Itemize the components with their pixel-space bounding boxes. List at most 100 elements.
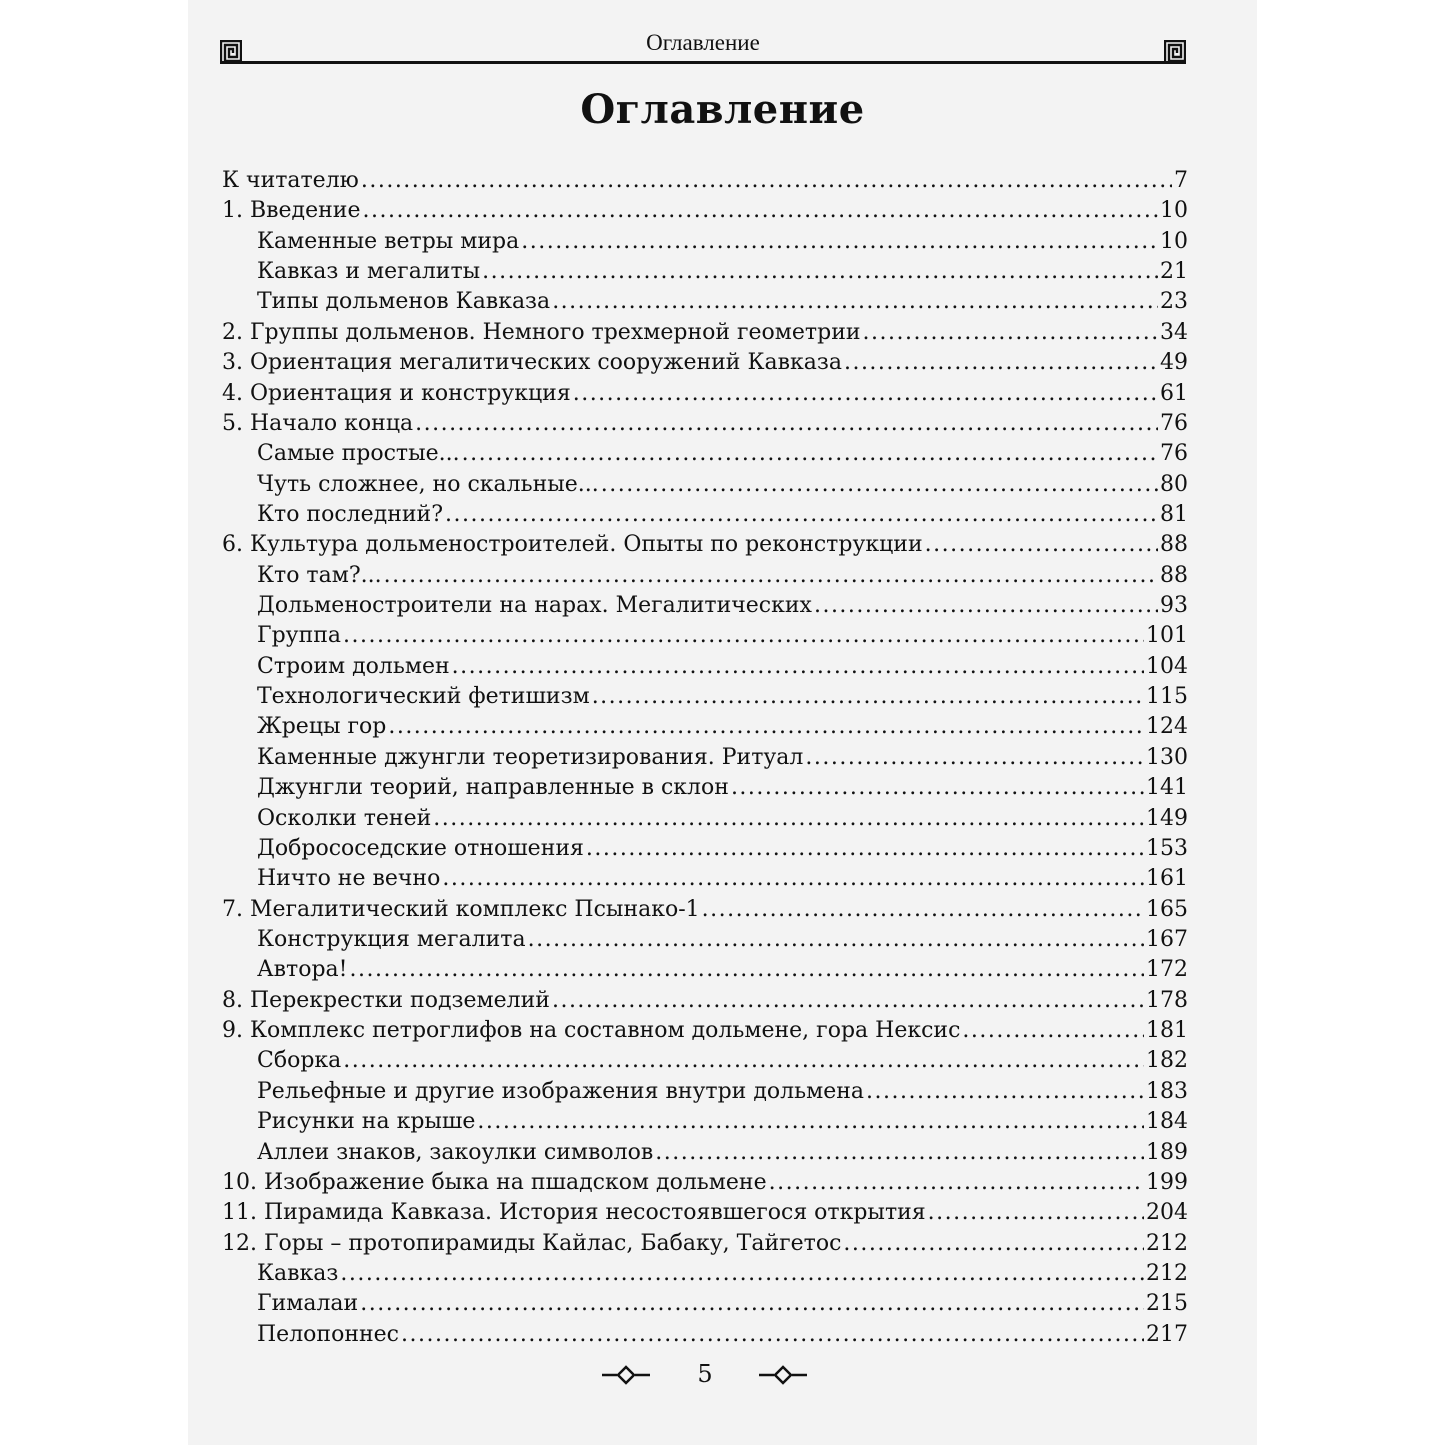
dot-leader (482, 257, 1158, 287)
toc-entry: Каменные ветры мира 10 (222, 227, 1188, 257)
toc-entry-label: 11. Пирамида Кавказа. История несостоявш… (222, 1200, 926, 1226)
toc-entry-label: 9. Комплекс петроглифов на составном дол… (222, 1018, 961, 1044)
toc-entry-page: 182 (1146, 1048, 1188, 1074)
dot-leader (384, 561, 1158, 591)
toc-entry: 9. Комплекс петроглифов на составном дол… (222, 1016, 1188, 1046)
toc-entry: Гималаи 215 (222, 1289, 1188, 1319)
toc-entry-page: 204 (1146, 1200, 1188, 1226)
dot-leader (843, 1229, 1144, 1259)
toc-entry-page: 104 (1146, 653, 1188, 679)
dot-leader (360, 1289, 1144, 1319)
page-title: Оглавление (580, 86, 865, 133)
toc-entry: 6. Культура дольменостроителей. Опыты по… (222, 530, 1188, 560)
toc-entry-page: 189 (1146, 1139, 1188, 1165)
toc-entry-page: 115 (1146, 684, 1188, 710)
dot-leader (925, 530, 1158, 560)
toc-entry-page: 178 (1146, 987, 1188, 1013)
toc-entry-label: Каменные ветры мира (257, 228, 520, 254)
dot-leader (814, 591, 1158, 621)
dot-leader (573, 379, 1158, 409)
toc-entry: Аллеи знаков, закоулки символов 189 (222, 1138, 1188, 1168)
toc-entry: Дольменостроители на нарах. Мегалитическ… (222, 591, 1188, 621)
toc-entry: К читателю 7 (222, 166, 1188, 196)
dot-leader (452, 652, 1144, 682)
toc-entry-page: 88 (1160, 562, 1188, 588)
toc-entry-label: Конструкция мегалита (257, 926, 526, 952)
toc-entry-page: 81 (1160, 501, 1188, 527)
dot-leader (866, 1077, 1144, 1107)
page-footer: 5 (0, 1360, 1445, 1390)
dot-leader (343, 621, 1144, 651)
toc-entry-label: Гималаи (257, 1291, 359, 1317)
running-head: Оглавление (220, 28, 1186, 64)
toc-entry-label: Ничто не вечно (257, 866, 441, 892)
toc-entry-page: 165 (1146, 896, 1188, 922)
dot-leader (844, 348, 1158, 378)
toc-entry: Кто последний? 81 (222, 500, 1188, 530)
toc-entry-page: 88 (1160, 532, 1188, 558)
toc-entry-page: 101 (1146, 623, 1188, 649)
toc-entry-label: Самые простые... (257, 441, 460, 467)
toc-entry-label: 2. Группы дольменов. Немного трехмерной … (222, 319, 861, 345)
dot-leader (552, 986, 1144, 1016)
toc-entry: Пелопоннес 217 (222, 1320, 1188, 1350)
toc-entry-page: 183 (1146, 1078, 1188, 1104)
toc-entry: 12. Горы – протопирамиды Кайлас, Бабаку,… (222, 1229, 1188, 1259)
toc-entry: 4. Ориентация и конструкция 61 (222, 379, 1188, 409)
toc-entry-label: Рисунки на крыше (257, 1109, 476, 1135)
toc-entry-label: Кто там?... (257, 562, 382, 588)
toc-entry: Жрецы гор 124 (222, 712, 1188, 742)
toc-entry-page: 181 (1146, 1018, 1188, 1044)
toc-entry-label: Дольменостроители на нарах. Мегалитическ… (257, 593, 812, 619)
toc-entry-page: 217 (1146, 1321, 1188, 1347)
dot-leader (415, 409, 1158, 439)
dot-leader (362, 196, 1158, 226)
toc-entry: Сборка 182 (222, 1046, 1188, 1076)
toc-entry-label: Аллеи знаков, закоулки символов (257, 1139, 654, 1165)
toc-entry-page: 149 (1146, 805, 1188, 831)
toc-entry-page: 49 (1160, 350, 1188, 376)
diamond-ornament-icon (759, 1365, 807, 1385)
toc-entry-label: Автора! (257, 957, 348, 983)
header-rule (220, 61, 1186, 64)
toc-entry: 10. Изображение быка на пшадском дольмен… (222, 1168, 1188, 1198)
toc-entry-page: 215 (1146, 1291, 1188, 1317)
toc-entry: Автора! 172 (222, 955, 1188, 985)
diamond-ornament-icon (602, 1365, 650, 1385)
dot-leader (592, 682, 1144, 712)
toc-entry-page: 124 (1146, 714, 1188, 740)
dot-leader (401, 1320, 1144, 1350)
toc-entry: 8. Перекрестки подземелий 178 (222, 986, 1188, 1016)
toc-entry-label: 5. Начало конца (222, 410, 414, 436)
toc-entry-label: Кавказ и мегалиты (257, 259, 481, 285)
dot-leader (350, 955, 1144, 985)
toc-entry-label: 1. Введение (222, 198, 361, 224)
toc-entry-label: Типы дольменов Кавказа (257, 289, 551, 315)
dot-leader (552, 287, 1158, 317)
dot-leader (445, 500, 1158, 530)
toc-entry: 1. Введение 10 (222, 196, 1188, 226)
toc-entry-label: 4. Ориентация и конструкция (222, 380, 571, 406)
toc-entry-label: Технологический фетишизм (257, 684, 590, 710)
toc-entry-page: 199 (1146, 1169, 1188, 1195)
toc-entry-page: 130 (1146, 744, 1188, 770)
toc-entry-page: 212 (1146, 1230, 1188, 1256)
dot-leader (343, 1046, 1144, 1076)
toc-entry: Технологический фетишизм 115 (222, 682, 1188, 712)
dot-leader (655, 1138, 1144, 1168)
toc-entry-page: 61 (1160, 380, 1188, 406)
dot-leader (477, 1107, 1144, 1137)
toc-entry: Ничто не вечно 161 (222, 864, 1188, 894)
toc-entry-label: К читателю (222, 168, 359, 193)
toc-entry-label: Чуть сложнее, но скальные... (257, 471, 599, 497)
dot-leader (769, 1168, 1144, 1198)
toc-entry-page: 80 (1160, 471, 1188, 497)
toc-entry-page: 10 (1160, 228, 1188, 254)
table-of-contents: К читателю71. Введение10Каменные ветры м… (222, 166, 1188, 1350)
dot-leader (528, 925, 1144, 955)
dot-leader (805, 743, 1144, 773)
dot-leader (442, 864, 1144, 894)
toc-entry-page: 34 (1160, 319, 1188, 345)
toc-entry: 3. Ориентация мегалитических сооружений … (222, 348, 1188, 378)
toc-entry: Рисунки на крыше 184 (222, 1107, 1188, 1137)
